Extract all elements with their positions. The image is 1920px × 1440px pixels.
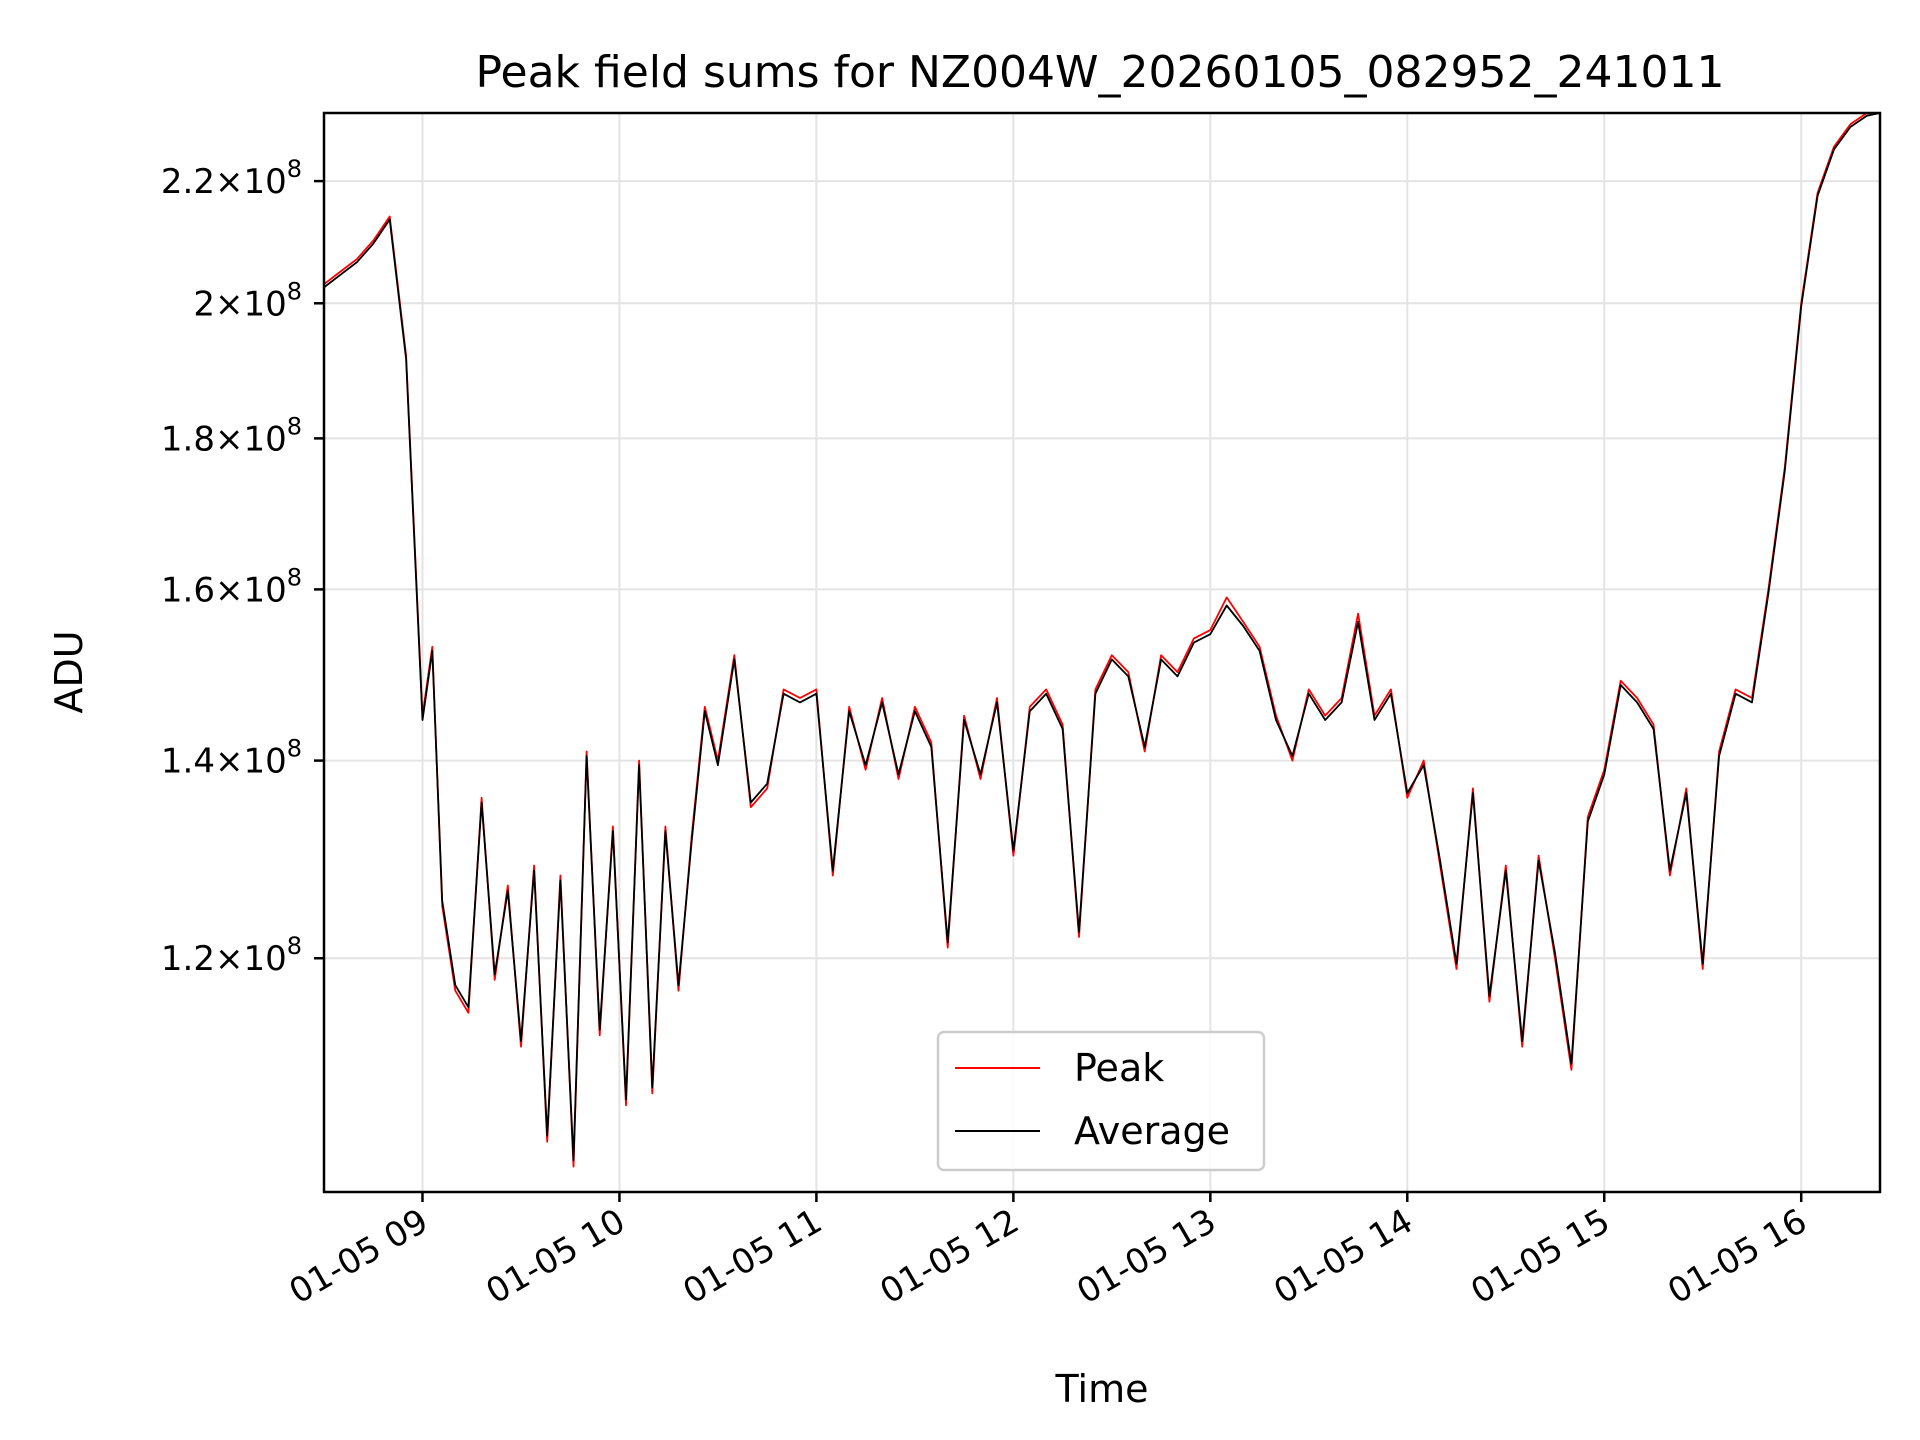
y-tick-mantissa: 1.4 bbox=[161, 742, 215, 782]
chart-title: Peak field sums for NZ004W_20260105_0829… bbox=[476, 47, 1725, 98]
y-tick-label: 1.8×108 bbox=[161, 412, 302, 459]
y-tick-label: 1.2×108 bbox=[161, 932, 302, 979]
y-tick-mantissa: 2 bbox=[193, 284, 215, 324]
legend-frame bbox=[936, 1030, 1266, 1172]
y-tick-mantissa: 1.6 bbox=[161, 570, 215, 610]
y-tick-label: 1.4×108 bbox=[161, 735, 302, 782]
y-tick-exponent: 8 bbox=[287, 932, 302, 960]
y-tick-mantissa: 1.8 bbox=[161, 419, 215, 459]
plot-area-frame bbox=[322, 111, 1882, 1194]
y-tick-label: 1.6×108 bbox=[161, 563, 302, 610]
y-tick-exponent: 8 bbox=[287, 277, 302, 305]
y-tick-label: 2×108 bbox=[193, 277, 302, 324]
y-axis-label: ADU bbox=[47, 630, 91, 713]
legend-label-average: Average bbox=[1074, 1109, 1230, 1153]
grid-layer bbox=[324, 113, 1880, 1192]
y-tick-mantissa: 1.2 bbox=[161, 939, 215, 979]
series-line-average bbox=[323, 112, 1881, 1162]
y-tick-exponent: 8 bbox=[287, 412, 302, 440]
y-tick-mantissa: 2.2 bbox=[161, 162, 215, 202]
series-layer bbox=[323, 112, 1881, 1168]
legend-label-peak: Peak bbox=[1074, 1046, 1164, 1090]
y-tick-exponent: 8 bbox=[287, 563, 302, 591]
y-tick-exponent: 8 bbox=[287, 155, 302, 183]
legend: Peak Average bbox=[936, 1030, 1266, 1172]
x-axis-label: Time bbox=[1055, 1367, 1149, 1411]
y-axis: 1.2×108 1.4×108 1.6×108 1.8×108 2×108 2.2×108 bbox=[161, 155, 324, 979]
y-tick-exponent: 8 bbox=[287, 735, 302, 763]
y-tick-label: 2.2×108 bbox=[161, 155, 302, 202]
